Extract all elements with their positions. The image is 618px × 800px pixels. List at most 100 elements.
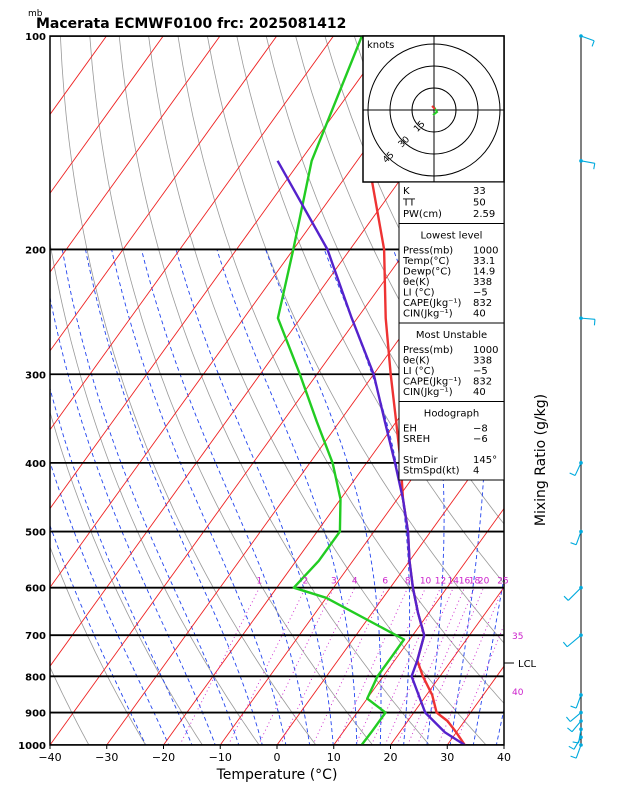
moist-adiabat: [50, 386, 193, 745]
wind-barb-flag: [563, 595, 569, 601]
isotherm: [503, 744, 504, 745]
y-tick-label: 400: [25, 459, 46, 470]
y-tick-label: 100: [25, 32, 46, 43]
y-tick-label: 700: [25, 631, 46, 642]
isotherm: [50, 36, 221, 273]
table-row-label: LI (°C): [403, 288, 435, 299]
x-tick-label: 0: [274, 751, 281, 764]
table-row-value: 1000: [473, 345, 498, 356]
y-tick-label: 900: [25, 709, 46, 720]
moist-adiabat: [495, 707, 504, 745]
isotherm: [389, 586, 504, 745]
table-section-title: Hodograph: [424, 409, 479, 420]
mixing-ratio-axis-label: Mixing Ratio (g/kg): [533, 394, 549, 526]
y-tick-label: 800: [25, 672, 46, 683]
table-row-value: 2.59: [473, 209, 495, 220]
x-tick-label: 40: [497, 751, 511, 764]
table-row-value: −8: [473, 424, 488, 435]
dewpoint-line: [276, 36, 406, 745]
mixing-ratio-label: 4: [352, 577, 358, 587]
dry-adiabat: [590, 36, 618, 760]
moist-adiabat: [50, 460, 170, 745]
mixing-ratio-label: 2: [303, 577, 309, 587]
y-tick-label: 500: [25, 528, 46, 539]
wind-barb: [569, 712, 582, 722]
mixing-ratio-line: [312, 587, 386, 745]
moist-adiabat: [140, 249, 311, 745]
isotherm: [50, 36, 391, 510]
dry-adiabat: [265, 36, 504, 525]
dry-adiabat: [207, 36, 504, 644]
isotherm: [50, 36, 335, 431]
mixing-ratio-label: 14: [448, 577, 460, 587]
moist-adiabat: [265, 249, 382, 745]
mixing-ratio-line: [407, 587, 475, 745]
mixing-ratio-line: [280, 587, 356, 745]
table-row-label: Dewp(°C): [403, 267, 451, 278]
x-tick-label: 30: [440, 751, 454, 764]
table-row-label: CAPE(Jkg⁻¹): [403, 377, 461, 388]
x-tick-label: 10: [327, 751, 341, 764]
pressure-unit: mb: [28, 9, 43, 19]
table-row-value: 40: [473, 387, 486, 398]
wind-barb: [567, 587, 582, 601]
isotherm: [50, 36, 278, 352]
moist-adiabat: [472, 574, 504, 745]
moist-adiabat: [85, 249, 263, 745]
mixing-ratio-line: [454, 623, 504, 745]
dry-adiabat: [50, 240, 260, 745]
parcel-line: [276, 160, 466, 745]
mixing-ratio-line: [179, 587, 260, 745]
table-row-label: TT: [402, 198, 416, 209]
wind-barb: [580, 317, 595, 320]
mixing-ratio-line: [257, 587, 335, 745]
table-row-label: EH: [403, 424, 417, 435]
moist-adiabat: [50, 524, 147, 745]
mixing-ratio-line: [396, 587, 465, 745]
hodograph-ring: [411, 87, 457, 133]
mixing-ratio-label: 1: [257, 577, 263, 587]
wind-barb: [575, 531, 582, 545]
table-row-label: Press(mb): [403, 246, 453, 257]
chart-title: Macerata ECMWF0100 frc: 2025081412: [36, 16, 346, 32]
mixing-ratio-line: [384, 587, 454, 745]
table-row-label: Press(mb): [403, 345, 453, 356]
wind-barb-flag: [570, 755, 577, 759]
isotherm: [333, 507, 504, 745]
x-axis-label: Temperature (°C): [216, 767, 338, 783]
isotherm: [0, 20, 4, 760]
mixing-ratio-label: 18: [469, 577, 481, 587]
dry-adiabat: [0, 36, 40, 760]
dry-adiabat: [500, 36, 504, 43]
mixing-ratio-label: 8: [405, 577, 411, 587]
table-section-title: Lowest level: [421, 231, 483, 242]
wind-barb-flag: [568, 745, 575, 750]
y-tick-label: 200: [25, 245, 46, 256]
isotherm: [106, 192, 504, 745]
hodograph-ring: [389, 65, 479, 155]
table-row-label: StmSpd(kt): [403, 466, 460, 477]
wind-barb-flag: [593, 319, 596, 326]
table-row-value: 50: [473, 198, 486, 209]
table-row-value: 1000: [473, 246, 498, 257]
table-row-value: 832: [473, 377, 492, 388]
wind-barb-flag: [569, 472, 576, 477]
table-row-label: CAPE(Jkg⁻¹): [403, 298, 461, 309]
dry-adiabat: [560, 36, 618, 760]
dry-adiabat: [236, 36, 504, 584]
isotherm: [50, 36, 51, 37]
dry-adiabat: [60, 36, 317, 745]
wind-barb-flag: [593, 163, 596, 170]
mixing-ratio-line: [371, 587, 441, 745]
table-row-value: 145°: [473, 455, 497, 466]
y-tick-label: 300: [25, 370, 46, 381]
isotherm: [550, 20, 618, 760]
moist-adiabat: [449, 249, 487, 745]
moist-adiabat: [323, 249, 411, 745]
isotherm-label: 35: [512, 632, 523, 642]
mixing-ratio-line: [336, 587, 409, 745]
x-tick-label: −20: [152, 751, 175, 764]
mixing-ratio-label: 6: [382, 577, 388, 587]
wind-barb: [566, 634, 582, 648]
